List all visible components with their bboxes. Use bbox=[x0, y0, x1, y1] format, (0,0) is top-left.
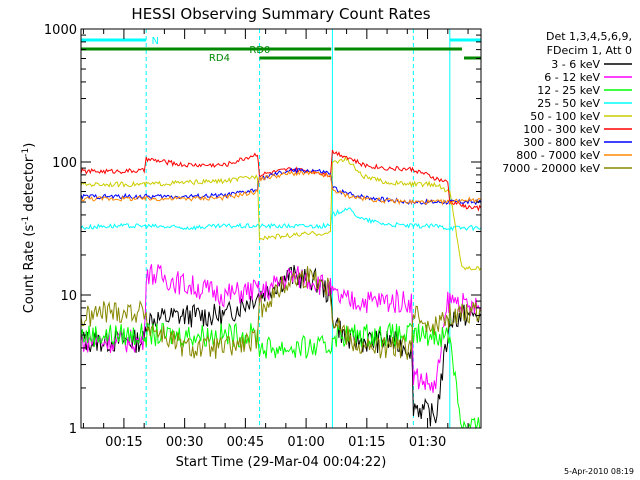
y-tick-label: 1000 bbox=[44, 23, 77, 38]
x-axis: 00:15 00:30 00:45 01:00 01:15 01:30 bbox=[82, 29, 469, 450]
y-tick-label: 100 bbox=[52, 156, 77, 171]
legend-entry-label: 800 - 7000 keV bbox=[516, 149, 600, 162]
y-tick-label: 10 bbox=[60, 289, 77, 304]
x-tick-label: 01:15 bbox=[348, 435, 385, 450]
rd4-label: RD4 bbox=[209, 53, 230, 64]
series-line-3 bbox=[80, 207, 482, 232]
legend-entry-label: 100 - 300 keV bbox=[523, 123, 600, 136]
legend-entry-label: 25 - 50 keV bbox=[537, 97, 600, 110]
legend-entry-label: 50 - 100 keV bbox=[530, 110, 600, 123]
series-line-1 bbox=[80, 264, 482, 393]
y-axis-label: Count Rate (s-1 detector-1) bbox=[21, 143, 37, 314]
series-line-5 bbox=[80, 149, 482, 212]
y-axis-label-sup2: -1 bbox=[21, 148, 31, 157]
footer-timestamp: 5-Apr-2010 08:19 bbox=[564, 467, 634, 476]
x-tick-label: 01:00 bbox=[287, 435, 324, 450]
x-tick-label: 01:30 bbox=[409, 435, 446, 450]
legend-entry-label: 3 - 6 keV bbox=[551, 58, 600, 71]
legend-entry-label: 6 - 12 keV bbox=[544, 71, 600, 84]
plot-frame bbox=[80, 28, 482, 429]
legend-entry-label: 7000 - 20000 keV bbox=[502, 162, 600, 175]
series-line-7 bbox=[80, 170, 482, 206]
legend-entry-label: 300 - 800 keV bbox=[523, 136, 600, 149]
y-axis-label-mid: detector bbox=[22, 156, 37, 216]
y-axis-label-main: Count Rate (s bbox=[22, 225, 37, 314]
n-label: N bbox=[151, 36, 158, 47]
series-line-4 bbox=[80, 156, 482, 271]
x-tick-label: 00:15 bbox=[105, 435, 142, 450]
x-tick-label: 00:45 bbox=[227, 435, 264, 450]
series-line-0 bbox=[80, 265, 482, 427]
legend-header-line-2: FDecim 1, Att 0 bbox=[547, 44, 632, 57]
legend: Det 1,3,4,5,6,9, FDecim 1, Att 0 3 - 6 k… bbox=[502, 30, 632, 175]
legend-header-line-1: Det 1,3,4,5,6,9, bbox=[546, 30, 632, 43]
y-axis-label-sup1: -1 bbox=[21, 216, 31, 225]
y-axis: 1 10 100 1000 bbox=[44, 23, 481, 437]
rd0-label: RD0 bbox=[249, 45, 270, 56]
legend-entry-label: 12 - 25 keV bbox=[537, 84, 600, 97]
x-tick-label: 00:30 bbox=[166, 435, 203, 450]
series-line-2 bbox=[80, 321, 481, 430]
chart-title: HESSI Observing Summary Count Rates bbox=[131, 5, 430, 23]
x-axis-label: Start Time (29-Mar-04 00:04:22) bbox=[176, 455, 387, 470]
plot-area: N RD0 RD4 bbox=[80, 29, 482, 430]
y-tick-label: 1 bbox=[69, 422, 77, 437]
series-line-8 bbox=[80, 266, 482, 360]
y-axis-label-end: ) bbox=[22, 143, 37, 148]
